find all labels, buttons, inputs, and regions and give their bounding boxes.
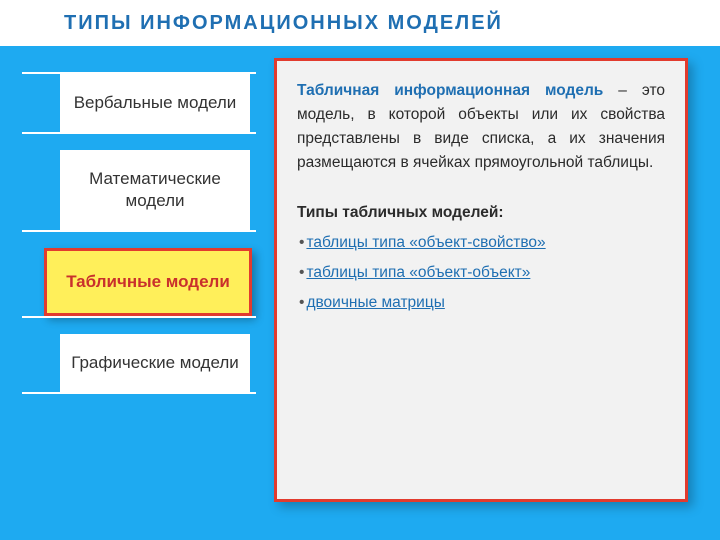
sidebar-item-graphic[interactable]: Графические модели (60, 334, 250, 392)
list-heading: Типы табличных моделей: (297, 201, 665, 225)
type-list: таблицы типа «объект-свойство» таблицы т… (297, 231, 665, 315)
type-link[interactable]: двоичные матрицы (299, 291, 665, 315)
sidebar-item-math[interactable]: Математические модели (60, 150, 250, 230)
definition-term: Табличная информационная модель (297, 82, 603, 99)
divider (22, 392, 256, 394)
sidebar: Вербальные модели Математические модели … (38, 72, 248, 394)
definition-paragraph: Табличная информационная модель – это мо… (297, 79, 665, 175)
sidebar-item-verbal[interactable]: Вербальные модели (60, 74, 250, 132)
main-area: Вербальные модели Математические модели … (0, 46, 720, 540)
slide-title: ТИПЫ ИНФОРМАЦИОННЫХ МОДЕЛЕЙ (0, 0, 720, 45)
type-link[interactable]: таблицы типа «объект-объект» (299, 261, 665, 285)
sidebar-item-table[interactable]: Табличные модели (44, 248, 252, 316)
content-panel: Табличная информационная модель – это мо… (274, 58, 688, 502)
slide: ТИПЫ ИНФОРМАЦИОННЫХ МОДЕЛЕЙ Вербальные м… (0, 0, 720, 540)
type-link[interactable]: таблицы типа «объект-свойство» (299, 231, 665, 255)
